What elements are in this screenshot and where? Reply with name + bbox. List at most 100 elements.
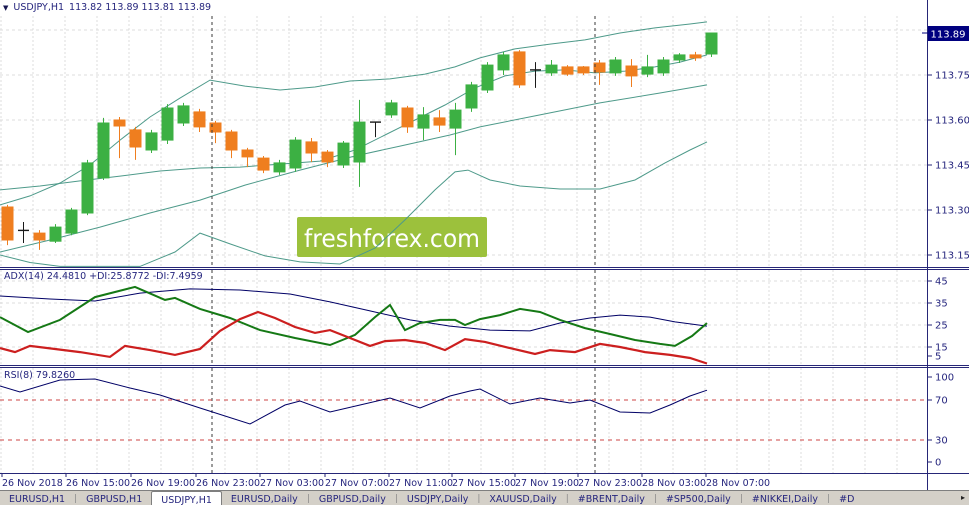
time-axis-label[interactable]: 26 Nov 2018	[2, 478, 63, 489]
candle-body	[497, 54, 510, 71]
candle-body	[65, 209, 78, 234]
ohlc-values: 113.82 113.89 113.81 113.89	[69, 2, 212, 13]
symbol-timeframe-label: USDJPY,H1	[13, 2, 65, 13]
candle-body	[193, 111, 206, 128]
chart-tab-usdjpydaily[interactable]: USDJPY,Daily	[406, 494, 469, 505]
axis-tick-label[interactable]: 30	[935, 436, 948, 447]
time-axis-label[interactable]: 26 Nov 15:00	[66, 478, 130, 489]
time-axis-label[interactable]: 28 Nov 07:00	[706, 478, 770, 489]
candle-body	[449, 109, 462, 129]
tab-separator: |	[74, 494, 78, 504]
axis-tick-label[interactable]: 113.15	[935, 251, 969, 262]
chart-tab-eurusddaily[interactable]: EURUSD,Daily	[230, 494, 298, 505]
chart-tab-usdjpyh1[interactable]: USDJPY,H1	[151, 491, 222, 505]
candle-body	[225, 131, 238, 151]
candle-body	[49, 226, 62, 242]
band-line-lower	[0, 141, 708, 267]
time-axis-label[interactable]: 27 Nov 19:00	[515, 478, 579, 489]
candle-body	[673, 54, 686, 61]
candle-body	[561, 66, 574, 75]
candle-body	[97, 122, 110, 179]
axis-tick-label[interactable]: 100	[935, 373, 954, 384]
candle-body	[129, 129, 142, 148]
tab-separator: |	[653, 494, 657, 504]
candle-body	[209, 122, 222, 133]
symbol-dropdown-icon[interactable]: ▼	[3, 3, 9, 12]
chart-tab-bar: EURUSD,H1 | GBPUSD,H1 USDJPY,H1 EURUSD,Daily…	[0, 490, 969, 505]
candle-body	[657, 59, 670, 74]
axis-tick-label[interactable]: 35	[935, 299, 948, 310]
axis-tick-label[interactable]: 70	[935, 396, 948, 407]
candle-body	[545, 64, 558, 74]
time-axis-label[interactable]: 27 Nov 07:00	[325, 478, 389, 489]
candle-body	[145, 132, 158, 151]
chart-tab-brentdaily[interactable]: #BRENT,Daily	[577, 494, 645, 505]
time-axis-label[interactable]: 26 Nov 23:00	[196, 478, 260, 489]
axis-tick-label[interactable]: 5	[935, 352, 941, 363]
axis-tick-label[interactable]: 113.60	[935, 116, 969, 127]
candle-body	[177, 105, 190, 124]
candle-body	[241, 149, 254, 158]
candle-body	[113, 119, 126, 127]
tab-separator: |	[394, 494, 398, 504]
band-line-upper	[0, 21, 708, 206]
tab-separator: |	[565, 494, 569, 504]
candle-body	[481, 64, 494, 91]
adx-line-adx	[0, 288, 708, 332]
time-axis-label[interactable]: 28 Nov 03:00	[642, 478, 706, 489]
chart-tab-eurusdh1[interactable]: EURUSD,H1	[9, 494, 66, 505]
candle-body	[321, 151, 334, 163]
candle-body	[401, 107, 414, 128]
rsi-indicator-label: RSI(8) 79.8260	[4, 370, 76, 381]
time-axis-label[interactable]: 27 Nov 11:00	[389, 478, 453, 489]
candle-body	[641, 66, 654, 75]
candle-body	[609, 59, 622, 74]
candle-body	[289, 139, 302, 169]
candle-body	[705, 32, 718, 55]
watermark-box	[297, 217, 487, 257]
watermark-text: freshforex.com	[304, 224, 480, 253]
chart-tab-gbpusdh1[interactable]: GBPUSD,H1	[86, 494, 143, 505]
chart-canvas[interactable]: freshforex.com 113.75 113.60 113.45 113.30 11…	[0, 0, 969, 490]
adx-indicator-label: ADX(14) 24.4810 +DI:25.8772 -DI:7.4959	[4, 271, 203, 282]
chart-tab-nikkeidaily[interactable]: #NIKKEI,Daily	[751, 494, 819, 505]
time-axis-label[interactable]: 27 Nov 03:00	[260, 478, 324, 489]
rsi-line	[0, 378, 708, 425]
current-price-badge-label: 113.89	[931, 30, 966, 41]
tab-scroll-right-icon[interactable]: ▸	[960, 493, 965, 502]
candle-body	[257, 157, 270, 171]
axis-tick-label[interactable]: 15	[935, 343, 948, 354]
adx-line--di	[0, 310, 708, 365]
tab-separator: |	[739, 494, 743, 504]
axis-tick-label[interactable]: 25	[935, 321, 948, 332]
time-axis-label[interactable]: 26 Nov 19:00	[131, 478, 195, 489]
current-price-badge	[928, 26, 969, 41]
chart-tab-sp500daily[interactable]: #SP500,Daily	[665, 494, 731, 505]
axis-tick-label[interactable]: 45	[935, 277, 948, 288]
candle-body	[1, 206, 14, 241]
tab-separator: |	[306, 494, 310, 504]
axis-tick-label[interactable]: 0	[935, 458, 941, 469]
tab-separator: |	[827, 494, 831, 504]
candle-body	[337, 142, 350, 166]
time-axis-label[interactable]: 27 Nov 23:00	[578, 478, 642, 489]
candle-body	[513, 51, 526, 86]
candle-body	[577, 66, 590, 74]
candle-body	[385, 102, 398, 116]
candle-body	[417, 114, 430, 129]
candle-body	[81, 162, 94, 214]
axis-tick-label[interactable]: 113.45	[935, 161, 969, 172]
candle-body	[433, 117, 446, 126]
adx-line-+di	[0, 285, 708, 347]
chart-tab-xauusddaily[interactable]: XAUUSD,Daily	[489, 494, 557, 505]
chart-tab-gbpusddaily[interactable]: GBPUSD,Daily	[318, 494, 386, 505]
tab-separator: |	[477, 494, 481, 504]
axis-tick-label[interactable]: 113.75	[935, 71, 969, 82]
candle-body	[625, 65, 638, 77]
candle-body	[273, 162, 286, 173]
candle-body	[689, 54, 702, 59]
chart-tab-d[interactable]: #D	[839, 494, 855, 505]
time-axis-label[interactable]: 27 Nov 15:00	[452, 478, 516, 489]
axis-tick-label[interactable]: 113.30	[935, 206, 969, 217]
